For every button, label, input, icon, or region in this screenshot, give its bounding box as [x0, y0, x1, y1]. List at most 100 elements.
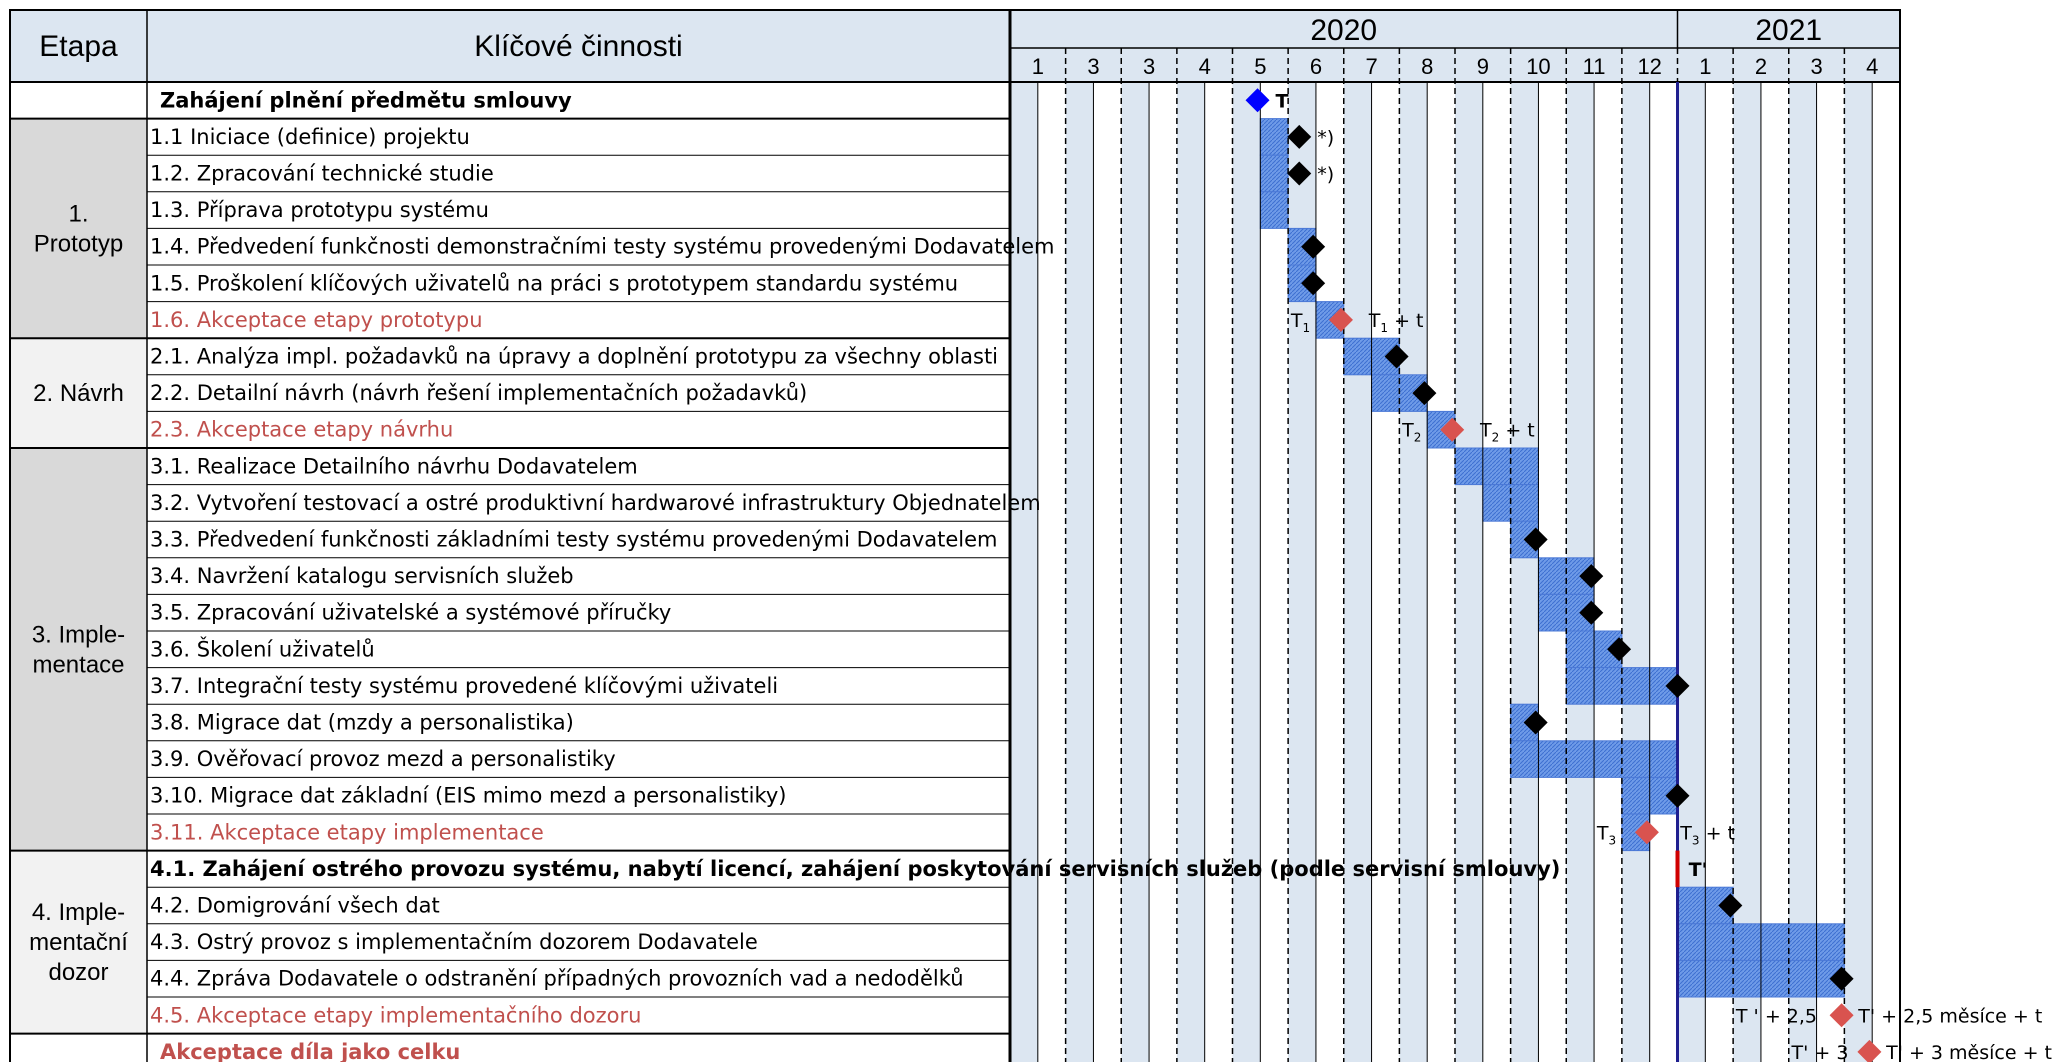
- activity-label: 2.3. Akceptace etapy návrhu: [150, 418, 453, 442]
- milestone-label: *): [1317, 127, 1334, 149]
- month-stripe: [1788, 82, 1817, 1062]
- stage-label: 2. Návrh: [33, 380, 124, 407]
- milestone-diamond: [1607, 637, 1632, 662]
- activity-label: 1.2. Zpracování technické studie: [150, 162, 494, 186]
- stage-label: dozor: [48, 959, 108, 986]
- activity-label: 1.3. Příprava prototypu systému: [150, 198, 489, 222]
- month-stripe: [1121, 82, 1150, 1062]
- activity-label: Zahájení plnění předmětu smlouvy: [160, 88, 572, 112]
- month-label: 1: [1032, 54, 1044, 79]
- month-label: 9: [1477, 54, 1489, 79]
- etapa-header: Etapa: [39, 30, 118, 63]
- milestone-diamond: [1634, 820, 1659, 845]
- activity-label: 3.2. Vytvoření testovací a ostré produkt…: [150, 491, 1041, 515]
- time-label: T' + 2,5 měsíce + t: [1857, 1005, 2042, 1027]
- month-label: 11: [1583, 54, 1606, 79]
- month-stripe: [1065, 82, 1094, 1062]
- month-label: 12: [1637, 54, 1661, 79]
- activity-label: 4.4. Zpráva Dodavatele o odstranění příp…: [150, 967, 964, 991]
- activity-label: 4.5. Akceptace etapy implementačního doz…: [150, 1003, 641, 1027]
- header-background: [10, 10, 1900, 82]
- milestone-diamond: [1287, 124, 1312, 149]
- task-bar: [1259, 154, 1289, 193]
- activity-label: 4.1. Zahájení ostrého provozu systému, n…: [150, 857, 1560, 881]
- stage-cell: [10, 448, 147, 851]
- activity-label: 1.6. Akceptace etapy prototypu: [150, 308, 483, 332]
- time-label: T2: [1401, 420, 1421, 445]
- time-label: T1 + t: [1368, 310, 1424, 335]
- milestone-diamond: [1665, 783, 1690, 808]
- milestone-diamond: [1857, 1039, 1882, 1062]
- stage-label: 4. Imple-: [32, 899, 125, 926]
- activity-label: 1.4. Předvedení funkčnosti demonstračním…: [150, 235, 1055, 259]
- milestone-diamond: [1245, 88, 1270, 113]
- activity-label: 3.3. Předvedení funkčnosti základními te…: [150, 528, 998, 552]
- month-label: 7: [1365, 54, 1377, 79]
- milestone-diamond: [1718, 893, 1743, 918]
- month-label: 1: [1699, 54, 1711, 79]
- task-bar: [1259, 191, 1289, 229]
- task-bar: [1454, 447, 1539, 486]
- stage-cell: [10, 118, 147, 339]
- time-label: T2 + t: [1479, 420, 1535, 445]
- activity-label: 3.1. Realizace Detailního návrhu Dodavat…: [150, 454, 638, 478]
- stage-label: Prototyp: [34, 230, 123, 257]
- month-label: 10: [1526, 54, 1550, 79]
- activity-label: 3.6. Školení uživatelů: [150, 636, 375, 661]
- activity-label: 2.1. Analýza impl. požadavků na úpravy a…: [150, 345, 998, 369]
- stage-cell: [10, 338, 147, 448]
- activity-label: 3.5. Zpracování uživatelské a systémové …: [150, 601, 671, 625]
- activity-label: 1.5. Proškolení klíčových uživatelů na p…: [150, 271, 958, 295]
- month-label: 3: [1143, 54, 1155, 79]
- activity-label: 1.1 Iniciace (definice) projektu: [150, 125, 470, 149]
- month-stripe: [1176, 82, 1205, 1062]
- time-label: T': [1689, 859, 1708, 881]
- month-label: 4: [1199, 54, 1211, 79]
- month-stripe: [1733, 82, 1761, 1062]
- month-stripe: [1455, 82, 1483, 1062]
- stage-label: 1.: [68, 200, 88, 227]
- milestone-label: *): [1317, 164, 1334, 186]
- time-label: T1: [1290, 310, 1310, 335]
- year-label: 2020: [1310, 14, 1377, 47]
- time-label: T3: [1596, 822, 1616, 847]
- month-label: 6: [1310, 54, 1322, 79]
- month-label: 8: [1421, 54, 1433, 79]
- activity-label: 4.2. Domigrování všech dat: [150, 894, 440, 918]
- time-label: T' + 3: [1791, 1042, 1849, 1062]
- activity-label: 3.7. Integrační testy systému provedené …: [150, 674, 778, 698]
- stage-label: mentace: [32, 651, 124, 678]
- year-label: 2021: [1755, 14, 1822, 47]
- month-label: 2: [1755, 54, 1767, 79]
- stage-label: mentační: [29, 929, 128, 956]
- milestone-diamond: [1384, 344, 1409, 369]
- activity-label: 3.10. Migrace dat základní (EIS mimo mez…: [150, 784, 787, 808]
- month-label: 3: [1087, 54, 1099, 79]
- milestone-diamond: [1328, 307, 1353, 332]
- month-label: 3: [1810, 54, 1822, 79]
- milestone-diamond: [1579, 600, 1604, 625]
- time-label: T ' + 2,5: [1735, 1005, 1817, 1027]
- activity-label: Akceptace díla jako celku: [160, 1040, 460, 1062]
- stage-label: 3. Imple-: [32, 621, 125, 648]
- milestone-diamond: [1301, 234, 1326, 259]
- month-stripe: [1399, 82, 1428, 1062]
- milestone-diamond: [1829, 966, 1854, 991]
- time-label: T' + 3 měsíce + t: [1885, 1042, 2052, 1062]
- milestone-diamond: [1301, 271, 1326, 296]
- activity-label: 3.11. Akceptace etapy implementace: [150, 820, 544, 844]
- milestone-label: T: [1276, 90, 1289, 112]
- month-stripe: [1010, 82, 1038, 1062]
- activity-label: 3.8. Migrace dat (mzdy a personalistika): [150, 711, 574, 735]
- stage-cell: [10, 850, 147, 1034]
- milestone-diamond: [1579, 564, 1604, 589]
- month-stripe: [1343, 82, 1372, 1062]
- activity-label: 3.9. Ověřovací provoz mezd a personalist…: [150, 747, 616, 771]
- cinnosti-header: Klíčové činnosti: [474, 30, 682, 63]
- milestone-diamond: [1523, 527, 1548, 552]
- milestone-diamond: [1523, 710, 1548, 735]
- month-label: 5: [1254, 54, 1266, 79]
- activity-label: 3.4. Navržení katalogu servisních služeb: [150, 564, 574, 588]
- month-stripe: [1844, 82, 1873, 1062]
